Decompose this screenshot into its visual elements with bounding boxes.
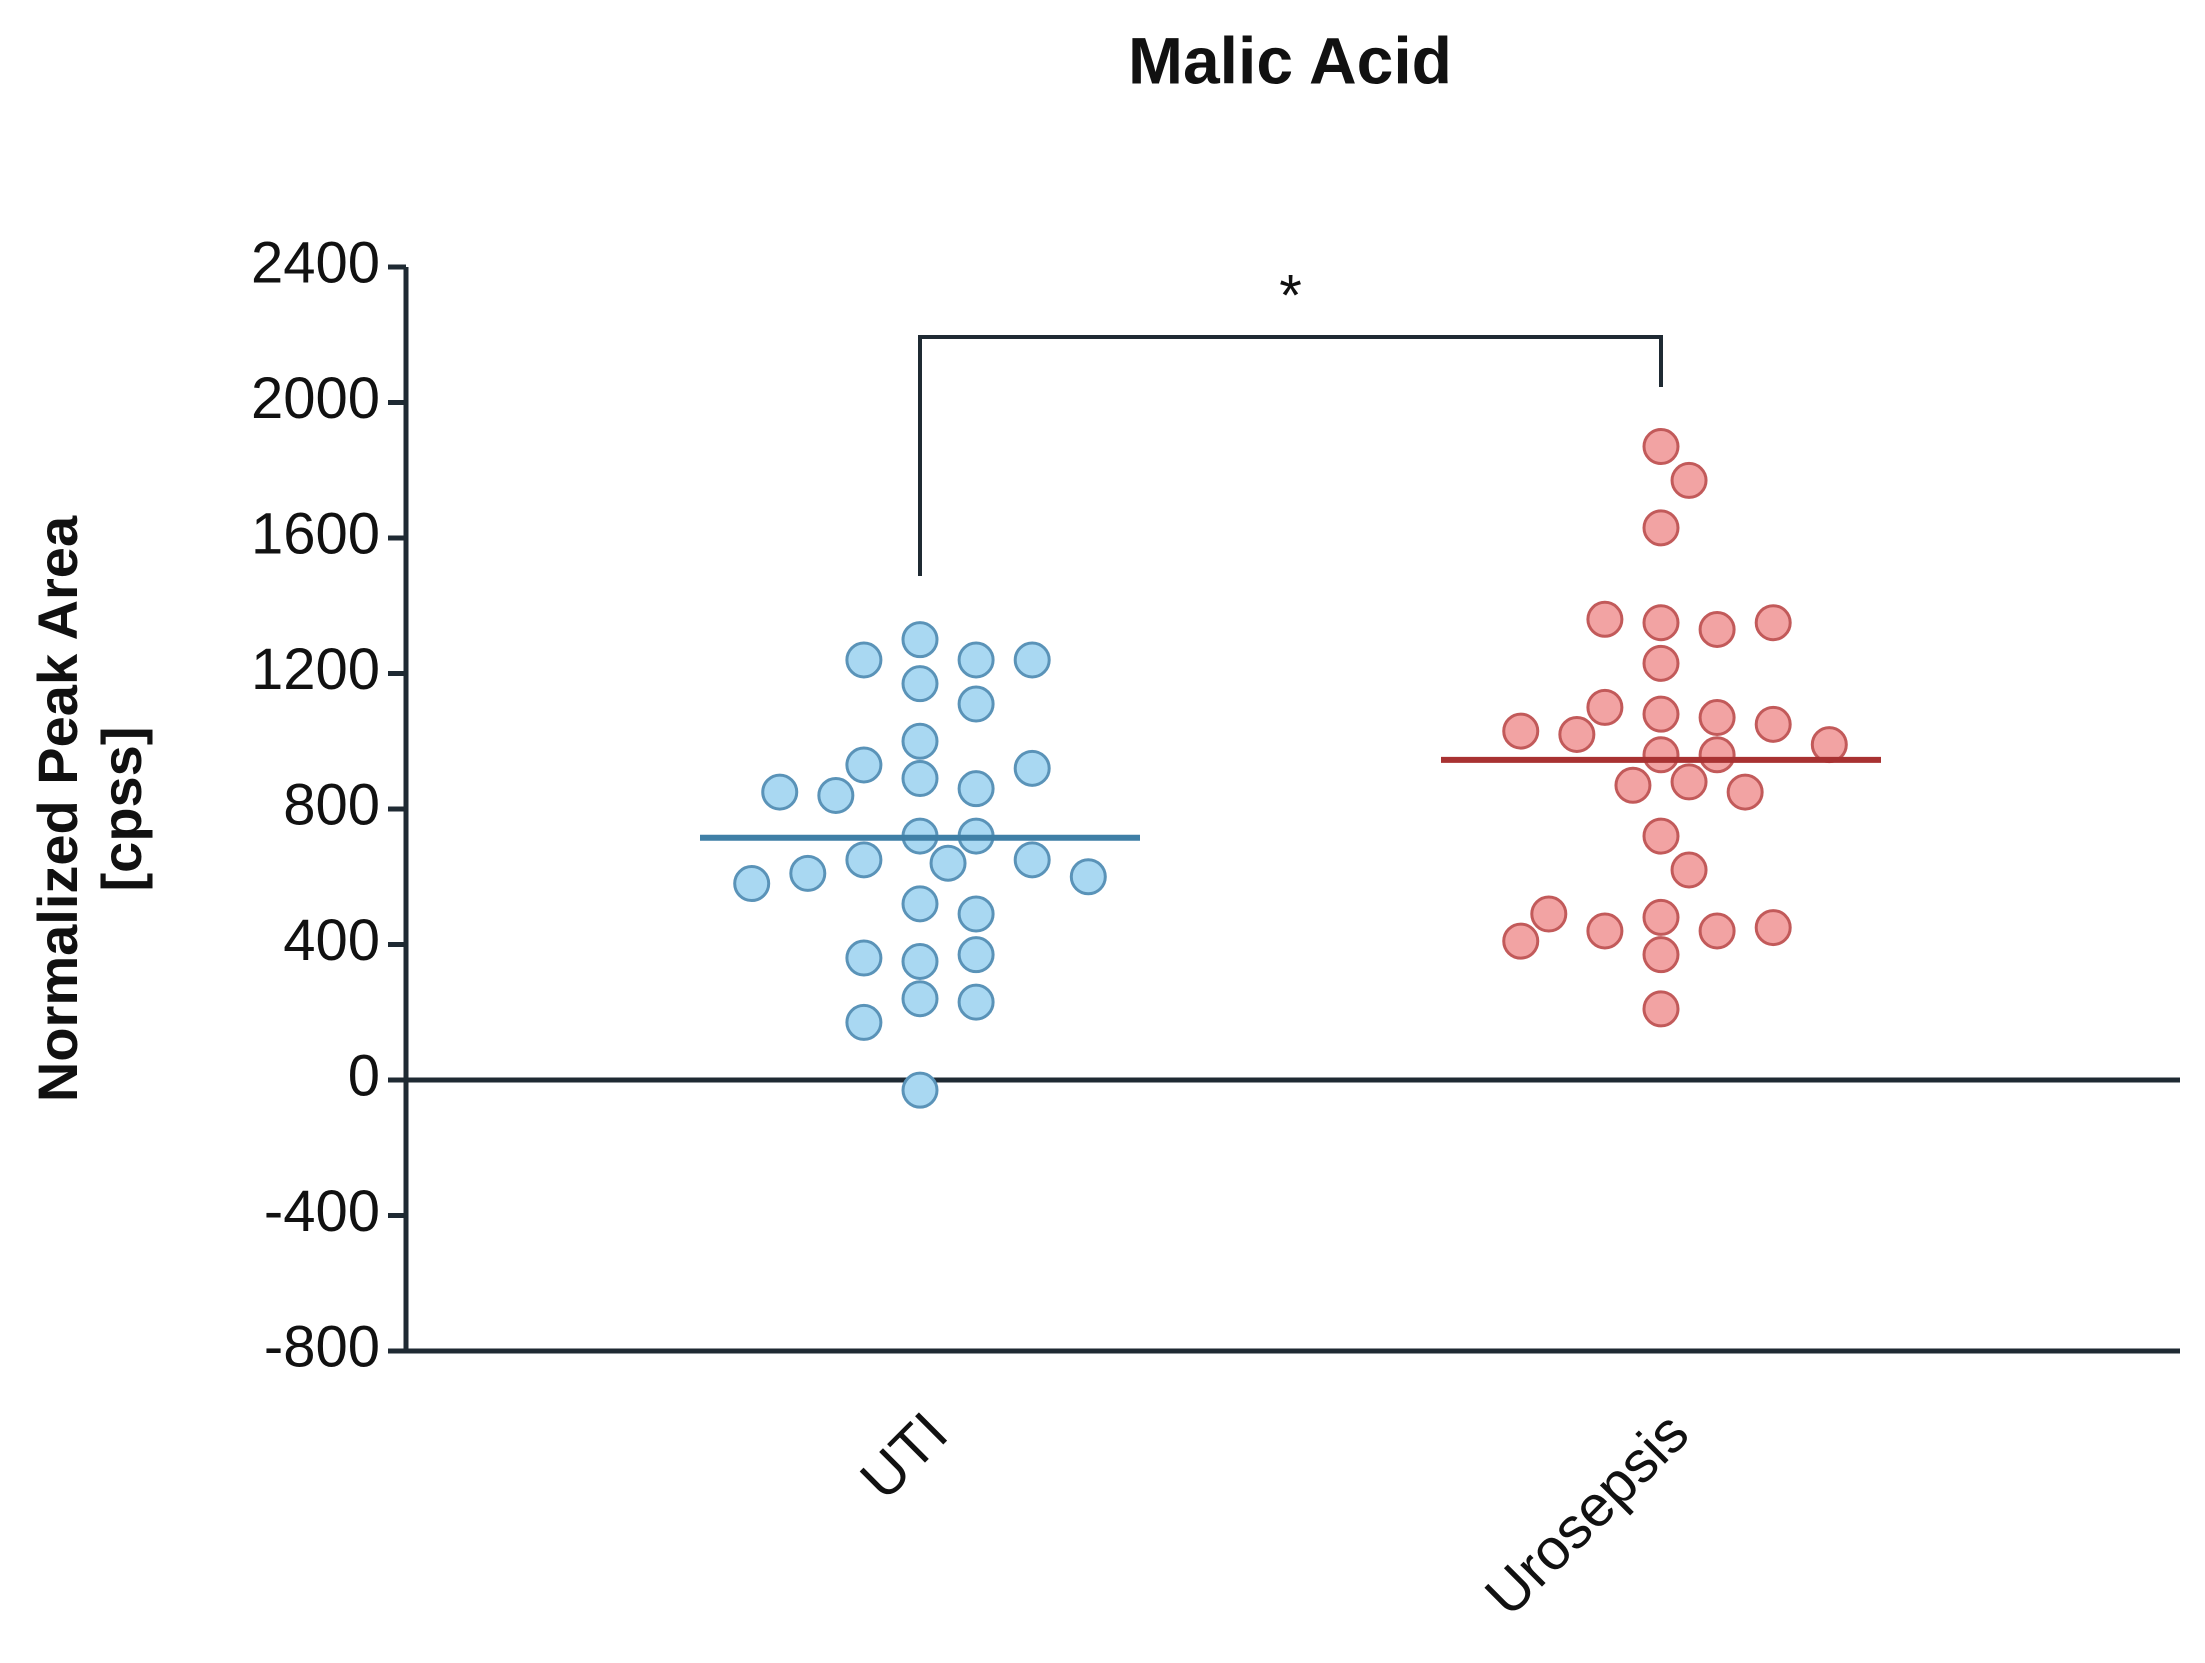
data-point — [1810, 726, 1848, 764]
data-point — [1754, 604, 1792, 642]
y-tick-label: -800 — [264, 1314, 380, 1379]
data-point — [1698, 736, 1736, 774]
y-axis-title: Normalized Peak Area [cpss] — [26, 515, 153, 1102]
y-tick-label: 1200 — [251, 637, 380, 702]
data-point — [1642, 509, 1680, 547]
data-point — [1558, 715, 1596, 753]
data-point — [1642, 990, 1680, 1028]
data-point — [901, 885, 939, 923]
data-point — [1642, 604, 1680, 642]
data-point — [1013, 841, 1051, 879]
data-point — [1614, 766, 1652, 804]
data-point — [929, 844, 967, 882]
data-point — [1642, 428, 1680, 466]
data-point — [845, 939, 883, 977]
x-tick-label: Urosepsis — [1473, 1400, 1701, 1628]
y-tick-label: 2000 — [251, 366, 380, 431]
data-point — [1013, 749, 1051, 787]
data-point — [957, 983, 995, 1021]
y-tick-label: -400 — [264, 1179, 380, 1244]
data-point — [1642, 695, 1680, 733]
data-point — [1698, 699, 1736, 737]
x-tick-label-group: UTI — [848, 1400, 960, 1512]
data-point — [1642, 817, 1680, 855]
data-point — [761, 773, 799, 811]
y-tick-label: 800 — [283, 772, 380, 837]
data-point — [957, 895, 995, 933]
y-axis-title-line: Normalized Peak Area — [26, 515, 89, 1102]
data-point — [957, 685, 995, 723]
data-point — [901, 665, 939, 703]
data-point — [1642, 736, 1680, 774]
data-point — [845, 841, 883, 879]
data-point — [1069, 858, 1107, 896]
data-point — [1642, 936, 1680, 974]
data-point — [901, 760, 939, 798]
significance-bracket — [918, 335, 1663, 576]
data-point — [1698, 912, 1736, 950]
y-axis-title-line: [cpss] — [90, 727, 153, 892]
data-point — [1670, 461, 1708, 499]
data-point — [1586, 912, 1624, 950]
data-point — [845, 1003, 883, 1041]
data-point — [1726, 773, 1764, 811]
data-point — [957, 770, 995, 808]
data-point — [1670, 763, 1708, 801]
data-point — [733, 865, 771, 903]
data-point — [1754, 909, 1792, 947]
data-point — [901, 980, 939, 1018]
data-point — [1530, 895, 1568, 933]
data-point — [1754, 705, 1792, 743]
y-tick-label: 0 — [348, 1043, 380, 1108]
data-point — [1698, 610, 1736, 648]
data-point — [1502, 922, 1540, 960]
data-point — [901, 942, 939, 980]
data-point — [845, 746, 883, 784]
data-point — [1586, 688, 1624, 726]
y-tick-label: 400 — [283, 908, 380, 973]
data-point — [1586, 600, 1624, 638]
data-point — [1642, 644, 1680, 682]
x-tick-label: UTI — [848, 1400, 960, 1512]
significance-label: * — [1279, 263, 1302, 328]
chart-title: Malic Acid — [1128, 23, 1452, 97]
x-tick-label-group: Urosepsis — [1473, 1400, 1701, 1628]
y-tick-label: 1600 — [251, 501, 380, 566]
data-point — [817, 776, 855, 814]
data-point — [901, 722, 939, 760]
data-point — [1670, 851, 1708, 889]
data-point — [845, 641, 883, 679]
data-point — [1502, 712, 1540, 750]
data-point — [957, 936, 995, 974]
data-point — [1013, 641, 1051, 679]
y-tick-label: 2400 — [251, 230, 380, 295]
data-point — [789, 854, 827, 892]
data-point — [901, 621, 939, 659]
data-point — [1642, 898, 1680, 936]
data-point — [901, 1071, 939, 1109]
data-point — [957, 641, 995, 679]
